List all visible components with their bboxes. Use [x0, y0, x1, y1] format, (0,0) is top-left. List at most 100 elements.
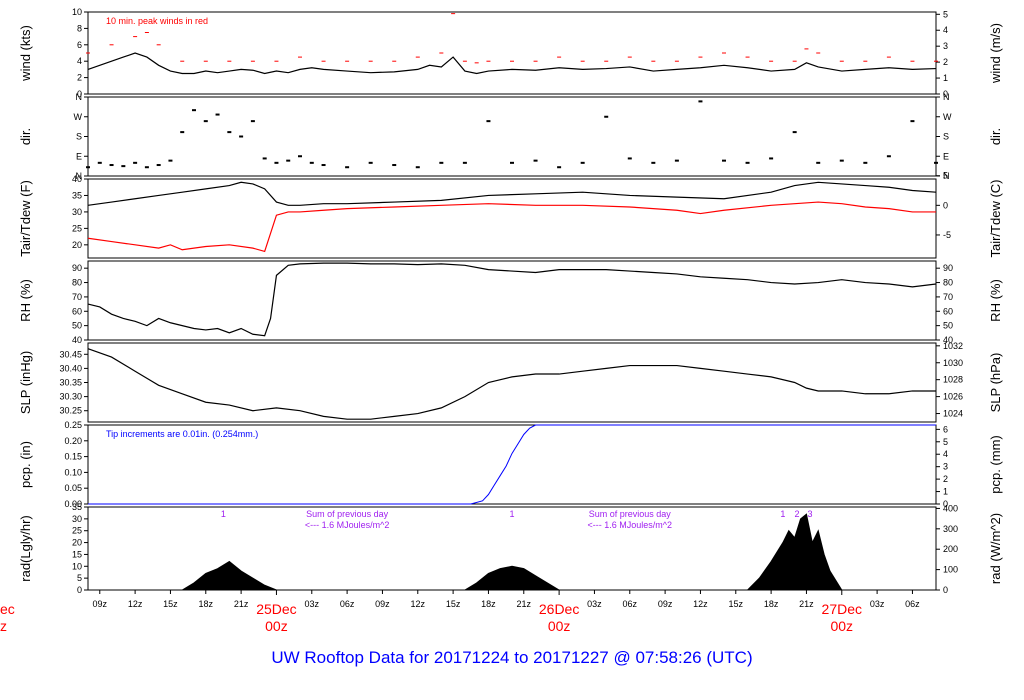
left-tick-label-rad: 25 [72, 526, 82, 536]
ylabel-right-wind: wind (m/s) [988, 23, 1003, 84]
day-label: 26Dec [539, 601, 579, 617]
rh-line [87, 262, 937, 337]
rad-note: 1 [509, 509, 514, 519]
dir-point [168, 159, 173, 162]
left-tick-label-pcp: 0.15 [64, 452, 82, 462]
time-tick-label: 09z [658, 599, 673, 609]
panel-frame-temp [87, 178, 937, 259]
left-tick-label-dir: E [76, 151, 82, 161]
left-tick-label-rh: 80 [72, 278, 82, 288]
left-tick-label-wind: 8 [77, 23, 82, 33]
dir-point [345, 166, 350, 169]
time-tick-label: 21z [234, 599, 249, 609]
right-tick-label-wind: 0 [943, 89, 948, 99]
left-tick-label-pcp: 0.10 [64, 467, 82, 477]
ylabel-right-rh: RH (%) [988, 279, 1003, 322]
left-tick-label-slp: 30.35 [59, 378, 82, 388]
right-tick-label-rad: 400 [943, 503, 958, 513]
left-tick-label-rad: 5 [77, 573, 82, 583]
left-tick-label-temp: 35 [72, 190, 82, 200]
dir-point [192, 109, 196, 112]
time-tick-label: 03z [870, 599, 885, 609]
dir-point [109, 164, 114, 167]
ylabel-left-temp: Tair/Tdew (F) [18, 180, 33, 257]
ylabel-left-rh: RH (%) [18, 279, 33, 322]
time-tick-label: 12z [411, 599, 426, 609]
rad-note: <--- 1.6 MJoules/m^2 [305, 520, 390, 530]
left-tick-label-rad: 35 [72, 502, 82, 512]
time-tick-label: 12z [128, 599, 143, 609]
radiation-area [181, 513, 843, 591]
time-tick-label: 06z [905, 599, 920, 609]
left-tick-label-rh: 90 [72, 263, 82, 273]
time-tick-label: 18z [481, 599, 496, 609]
dir-point [674, 159, 679, 162]
dir-point [144, 166, 149, 169]
right-tick-label-slp: 1024 [943, 409, 963, 419]
dir-point [368, 161, 373, 164]
right-tick-label-pcp: 5 [943, 437, 948, 447]
ylabel-right-rad: rad (W/m^2) [988, 513, 1003, 584]
dir-point [415, 166, 420, 169]
left-tick-label-dir: N [76, 171, 83, 181]
rad-note: 1 [221, 509, 226, 519]
wind-line [87, 52, 937, 75]
dir-point [886, 155, 891, 158]
right-tick-label-rh: 40 [943, 335, 953, 345]
ylabel-left-wind: wind (kts) [18, 25, 33, 82]
dir-point [934, 161, 938, 164]
left-tick-label-slp: 30.25 [59, 406, 82, 416]
dir-point [180, 131, 185, 134]
time-tick-label: 09z [375, 599, 390, 609]
left-tick-label-rad: 30 [72, 514, 82, 524]
dir-point [97, 161, 102, 164]
left-tick-label-rad: 20 [72, 538, 82, 548]
left-tick-label-temp: 30 [72, 207, 82, 217]
dir-point [309, 161, 314, 164]
dir-point [557, 166, 562, 169]
right-tick-label-rad: 100 [943, 565, 958, 575]
time-tick-label: 12z [693, 599, 708, 609]
right-tick-label-dir: S [943, 132, 949, 142]
time-tick-label: 15z [446, 599, 461, 609]
right-tick-label-temp: -5 [943, 230, 951, 240]
right-tick-label-rh: 90 [943, 263, 953, 273]
rad-note: 3 [807, 509, 812, 519]
tdew-line [87, 201, 936, 253]
right-tick-label-rad: 0 [943, 585, 948, 595]
ylabel-right-slp: SLP (hPa) [988, 353, 1003, 413]
time-tick-label: 06z [623, 599, 638, 609]
annotation-wind: 10 min. peak winds in red [106, 16, 208, 26]
left-tick-label-wind: 4 [77, 56, 82, 66]
right-tick-label-rad: 200 [943, 544, 958, 554]
dir-point [250, 120, 255, 123]
dir-point [745, 161, 750, 164]
right-tick-label-pcp: 4 [943, 449, 948, 459]
right-tick-label-rad: 300 [943, 524, 958, 534]
left-tick-label-dir: W [74, 112, 83, 122]
dir-point [462, 161, 467, 164]
panel-frame-pcp [87, 424, 937, 505]
dir-point [215, 113, 220, 116]
right-tick-label-rh: 80 [943, 278, 953, 288]
ylabel-left-pcp: pcp. (in) [18, 441, 33, 488]
right-tick-label-wind: 5 [943, 9, 948, 19]
time-tick-label: 03z [587, 599, 602, 609]
dir-point [627, 157, 632, 160]
left-tick-label-pcp: 0.05 [64, 483, 82, 493]
rad-note: Sum of previous day [306, 509, 389, 519]
day-label: 27Dec [822, 601, 862, 617]
dir-point [133, 161, 138, 164]
right-tick-label-dir: N [943, 92, 950, 102]
right-tick-label-wind: 4 [943, 25, 948, 35]
panel-frame-slp [87, 342, 937, 423]
left-tick-label-pcp: 0.20 [64, 436, 82, 446]
right-tick-label-rh: 70 [943, 292, 953, 302]
dir-point [392, 164, 397, 167]
day-sub-label: 00z [830, 618, 853, 634]
right-tick-label-pcp: 0 [943, 499, 948, 509]
ylabel-right-dir: dir. [988, 128, 1003, 145]
left-tick-label-rh: 60 [72, 306, 82, 316]
dir-point [533, 159, 538, 162]
